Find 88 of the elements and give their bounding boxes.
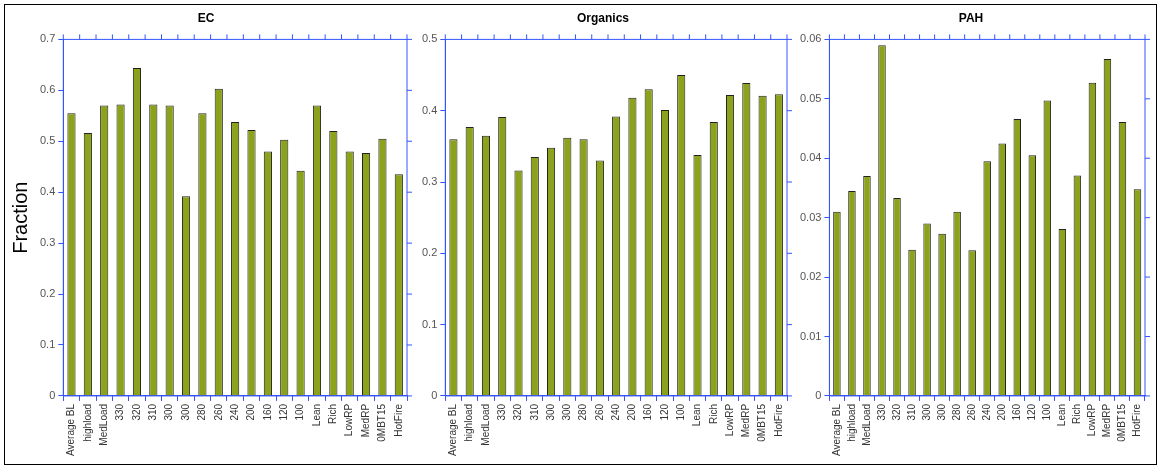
y-tick-label: 0.7 <box>39 32 56 45</box>
x-tick-label: 200 <box>626 403 638 421</box>
x-tick-label: 330 <box>495 403 507 421</box>
x-tick-label: 300 <box>935 403 947 421</box>
x-tick-label: HotFire <box>1131 403 1143 437</box>
x-tick-label: 100 <box>1041 403 1053 421</box>
x-tick-label: 160 <box>261 403 273 421</box>
y-tick-label: 0.2 <box>39 287 56 300</box>
x-tick-label: MedLoad <box>479 403 491 446</box>
x-tick-label: 160 <box>1011 403 1023 421</box>
x-tick-label: 310 <box>147 403 159 421</box>
y-tick-label: 0.5 <box>421 32 438 45</box>
x-tick-label: 300 <box>544 403 556 421</box>
x-tick-label: Lean <box>691 403 703 427</box>
x-tick-label: Average BL <box>830 403 842 456</box>
x-tick-label: MedLoad <box>97 403 109 446</box>
x-tick-label: MedRP <box>1101 403 1113 438</box>
y-tick-label: 0 <box>49 388 56 401</box>
x-tick-label: 330 <box>114 403 126 421</box>
x-tick-label: 260 <box>212 403 224 421</box>
x-tick-label: MedLoad <box>860 403 872 446</box>
x-tick-label: 280 <box>950 403 962 421</box>
y-tick-label: 0 <box>431 388 438 401</box>
y-tick-label: 0.01 <box>799 329 822 342</box>
x-tick-label: LowRP <box>723 403 735 437</box>
x-tick-label: 240 <box>609 403 621 421</box>
x-tick-label: highload <box>463 403 475 442</box>
x-tick-label: Lean <box>1056 403 1068 427</box>
x-tick-label: Lean <box>310 403 322 427</box>
x-tick-label: 300 <box>920 403 932 421</box>
y-axis-title: Fraction <box>8 181 31 254</box>
x-tick-label: Rich <box>707 403 719 424</box>
x-tick-label: 260 <box>965 403 977 421</box>
x-tick-label: 320 <box>130 403 142 421</box>
x-tick-label: 160 <box>642 403 654 421</box>
x-tick-label: MedRP <box>740 403 752 438</box>
y-tick-label: 0.02 <box>799 270 822 283</box>
x-tick-label: LowRP <box>343 403 355 437</box>
y-tick-label: 0 <box>815 388 822 401</box>
x-tick-label: 300 <box>163 403 175 421</box>
x-tick-label: 240 <box>980 403 992 421</box>
y-tick-label: 0.05 <box>799 91 822 104</box>
x-tick-label: 0MBT15 <box>376 403 388 442</box>
x-tick-label: 310 <box>528 403 540 421</box>
y-tick-label: 0.6 <box>39 83 56 96</box>
y-tick-label: 0.06 <box>799 32 822 45</box>
y-tick-label: 0.4 <box>39 185 56 198</box>
x-tick-label: 120 <box>658 403 670 421</box>
x-tick-label: LowRP <box>1086 403 1098 437</box>
x-tick-label: 330 <box>875 403 887 421</box>
x-tick-label: 300 <box>179 403 191 421</box>
chart-title: PAH <box>958 10 984 25</box>
y-tick-label: 0.3 <box>421 175 438 188</box>
chart-title: EC <box>197 10 215 25</box>
y-tick-label: 0.2 <box>421 246 438 259</box>
x-tick-label: 240 <box>228 403 240 421</box>
x-tick-label: 100 <box>294 403 306 421</box>
chart-title: Organics <box>576 10 630 25</box>
x-tick-label: HotFire <box>772 403 784 437</box>
x-tick-label: 0MBT15 <box>1116 403 1128 442</box>
y-tick-label: 0.3 <box>39 236 56 249</box>
x-tick-label: 200 <box>995 403 1007 421</box>
y-tick-label: 0.04 <box>799 151 822 164</box>
x-tick-label: Average BL <box>447 403 459 456</box>
x-tick-label: 300 <box>561 403 573 421</box>
y-tick-label: 0.03 <box>799 210 822 223</box>
x-tick-label: highload <box>81 403 93 442</box>
x-tick-label: 320 <box>890 403 902 421</box>
x-tick-label: 320 <box>512 403 524 421</box>
x-tick-label: MedRP <box>359 403 371 438</box>
x-tick-label: Rich <box>327 403 339 424</box>
x-tick-label: Rich <box>1071 403 1083 424</box>
x-tick-label: 0MBT15 <box>756 403 768 442</box>
x-tick-label: Average BL <box>65 403 77 456</box>
x-tick-label: HotFire <box>392 403 404 437</box>
y-tick-label: 0.1 <box>39 338 56 351</box>
y-tick-label: 0.1 <box>421 317 438 330</box>
x-tick-label: 310 <box>905 403 917 421</box>
x-tick-label: highload <box>845 403 857 442</box>
x-tick-label: 280 <box>577 403 589 421</box>
x-tick-label: 120 <box>278 403 289 421</box>
x-tick-label: 200 <box>245 403 257 421</box>
y-tick-label: 0.4 <box>421 103 438 116</box>
x-tick-label: 120 <box>1026 403 1038 421</box>
x-tick-label: 280 <box>196 403 208 421</box>
x-tick-label: 260 <box>593 403 605 421</box>
y-tick-label: 0.5 <box>39 134 56 147</box>
x-tick-label: 100 <box>674 403 686 421</box>
